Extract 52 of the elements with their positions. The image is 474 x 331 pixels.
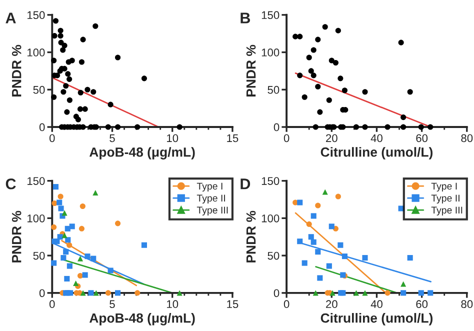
y-tick-label: 150	[28, 177, 45, 185]
x-tick-label: 0	[284, 134, 290, 142]
x-tick-label: 5	[110, 134, 115, 142]
x-tick-label: 5	[110, 300, 115, 308]
y-tick-label: 0	[39, 123, 45, 132]
y-tick-label: 100	[262, 214, 280, 222]
x-tick-label: 0	[49, 300, 55, 308]
chart-title: C	[6, 178, 16, 190]
y-tick-label: 50	[33, 86, 45, 94]
y-tick-label: 100	[28, 48, 45, 56]
legend-label: Type II	[196, 194, 225, 204]
y-tick-label: 0	[274, 123, 280, 132]
x-axis-title: Citrulline (umol/L)	[320, 147, 433, 160]
x-tick-label: 60	[416, 134, 428, 142]
y-axis-title: PNDR %	[12, 44, 22, 96]
legend-label: Type III	[431, 206, 462, 216]
y-tick-label: 50	[268, 252, 280, 260]
y-tick-label: 150	[28, 11, 45, 20]
x-axis-title: ApoB-48 (μg/mL)	[89, 147, 195, 160]
x-tick-label: 40	[370, 134, 382, 142]
y-axis-title: PNDR %	[246, 44, 256, 96]
y-axis-title: PNDR %	[12, 210, 22, 262]
x-tick-label: 80	[461, 134, 473, 142]
y-tick-label: 150	[262, 177, 280, 185]
x-tick-label: 10	[167, 134, 178, 142]
x-tick-label: 0	[49, 134, 55, 142]
x-axis-title: Citrulline (umol/L)	[320, 313, 433, 326]
legend-label: Type II	[431, 194, 460, 204]
y-tick-label: 50	[33, 252, 45, 260]
x-tick-label: 10	[167, 300, 178, 308]
y-tick-label: 50	[268, 86, 280, 94]
chart-title: D	[240, 178, 250, 190]
y-tick-label: 100	[28, 214, 45, 222]
x-tick-label: 40	[370, 300, 382, 308]
y-tick-label: 0	[39, 289, 45, 298]
x-tick-label: 15	[227, 300, 238, 308]
legend-label: Type III	[196, 206, 228, 216]
x-tick-label: 20	[326, 134, 338, 142]
y-tick-label: 100	[262, 48, 280, 56]
y-tick-label: 150	[262, 11, 280, 20]
legend-label: Type I	[196, 182, 222, 192]
x-tick-label: 0	[284, 300, 290, 308]
x-tick-label: 15	[227, 134, 238, 142]
x-tick-label: 20	[326, 300, 338, 308]
y-tick-label: 0	[274, 289, 280, 298]
legend-label: Type I	[431, 182, 457, 192]
chart-title: B	[240, 12, 250, 24]
y-axis-title: PNDR %	[246, 210, 256, 262]
x-tick-label: 80	[461, 300, 473, 308]
x-tick-label: 60	[416, 300, 428, 308]
x-axis-title: ApoB-48 (μg/mL)	[89, 313, 195, 326]
chart-title: A	[6, 12, 16, 24]
